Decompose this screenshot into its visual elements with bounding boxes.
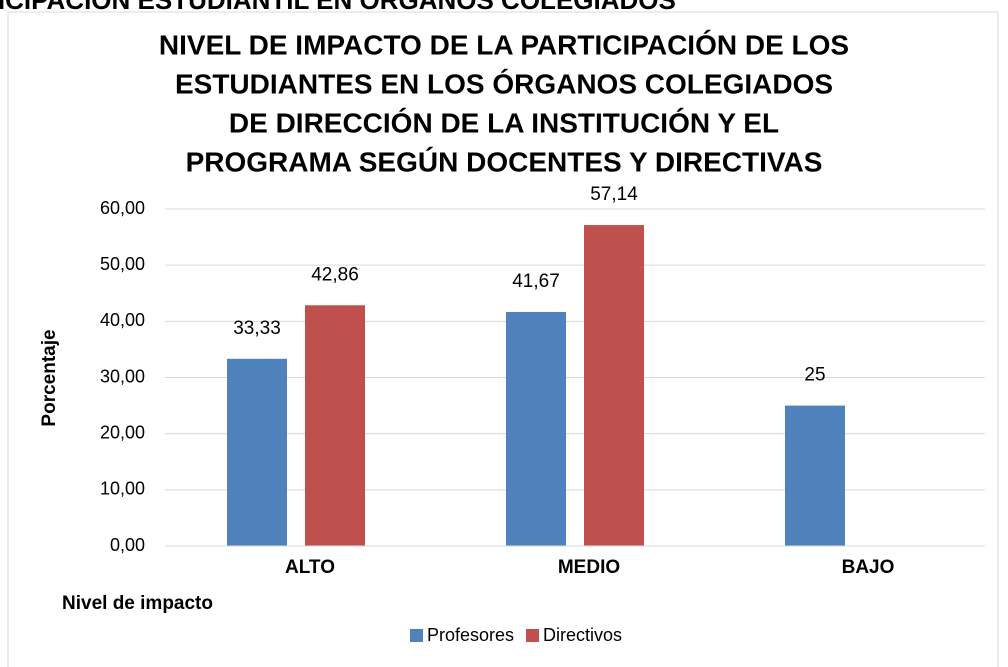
bar — [506, 311, 566, 546]
chart-title: PROGRAMA SEGÚN DOCENTES Y DIRECTIVAS — [186, 146, 823, 177]
legend-swatch — [526, 629, 540, 642]
chart-frame — [7, 11, 999, 667]
bar — [584, 225, 644, 546]
data-label: 33,33 — [233, 318, 281, 339]
legend-label: Directivos — [543, 625, 622, 645]
y-tick-label: 20,00 — [100, 422, 145, 442]
data-label: 41,67 — [512, 271, 560, 292]
legend-label: Profesores — [427, 625, 514, 645]
chart-title: ESTUDIANTES EN LOS ÓRGANOS COLEGIADOS — [175, 68, 833, 99]
page-header: TICIPACIÓN ESTUDIANTIL EN ÓRGANOS COLEGI… — [0, 0, 676, 15]
legend-swatch — [410, 629, 423, 642]
y-tick-label: 30,00 — [100, 366, 145, 386]
y-tick-label: 40,00 — [100, 310, 145, 330]
bar — [305, 305, 365, 546]
y-axis-label: Porcentaje — [39, 329, 60, 426]
data-label: 25 — [804, 365, 825, 386]
y-tick-label: 0,00 — [110, 535, 145, 555]
bar — [785, 405, 845, 546]
data-label: 42,86 — [311, 264, 359, 285]
x-tick-label: BAJO — [842, 557, 895, 578]
chart-title: DE DIRECCIÓN DE LA INSTITUCIÓN Y EL — [229, 107, 779, 138]
chart-title: NIVEL DE IMPACTO DE LA PARTICIPACIÓN DE … — [159, 29, 849, 60]
y-tick-label: 60,00 — [100, 198, 145, 218]
x-tick-label: ALTO — [285, 557, 335, 578]
data-label: 57,14 — [590, 184, 638, 205]
x-tick-label: MEDIO — [558, 557, 620, 578]
y-tick-label: 50,00 — [100, 254, 145, 274]
bar — [227, 358, 287, 546]
y-tick-label: 10,00 — [100, 479, 145, 499]
x-axis-label: Nivel de impacto — [62, 593, 213, 614]
